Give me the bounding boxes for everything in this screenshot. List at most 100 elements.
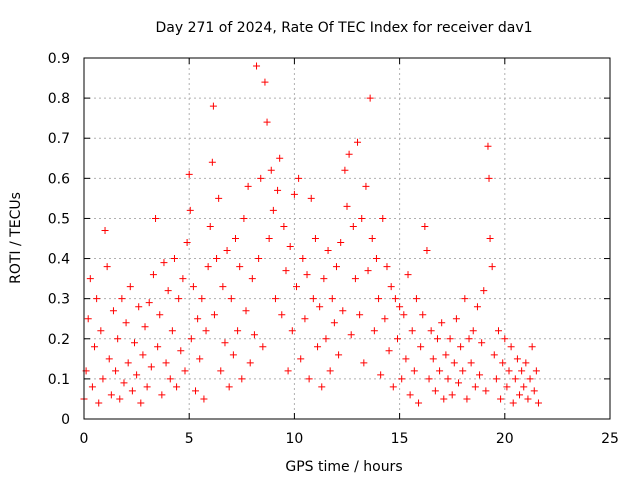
data-point bbox=[499, 359, 507, 367]
data-point bbox=[154, 343, 162, 351]
data-point bbox=[305, 375, 313, 383]
data-point bbox=[349, 222, 357, 230]
data-point bbox=[465, 335, 473, 343]
data-point bbox=[309, 295, 317, 303]
data-point bbox=[147, 363, 155, 371]
data-point bbox=[417, 343, 425, 351]
data-point bbox=[459, 367, 467, 375]
data-point bbox=[303, 271, 311, 279]
data-point bbox=[152, 214, 160, 222]
data-point bbox=[415, 399, 423, 407]
data-point bbox=[145, 299, 153, 307]
data-point bbox=[490, 351, 498, 359]
data-point bbox=[209, 102, 217, 110]
data-point bbox=[210, 311, 218, 319]
data-point bbox=[137, 399, 145, 407]
data-point bbox=[248, 275, 256, 283]
data-point bbox=[175, 295, 183, 303]
data-point bbox=[452, 315, 460, 323]
data-point bbox=[486, 235, 494, 242]
data-point bbox=[267, 166, 275, 174]
data-point bbox=[341, 166, 349, 174]
data-point bbox=[250, 331, 258, 339]
data-point bbox=[534, 399, 542, 407]
data-point bbox=[280, 222, 288, 230]
data-point bbox=[427, 327, 435, 335]
data-point bbox=[128, 387, 136, 395]
data-point bbox=[516, 391, 524, 399]
data-point bbox=[332, 263, 340, 271]
data-point bbox=[408, 327, 416, 335]
data-point bbox=[271, 295, 279, 303]
data-point bbox=[112, 367, 120, 375]
data-point bbox=[114, 335, 122, 343]
y-tick-label: 0.7 bbox=[48, 131, 70, 147]
data-point bbox=[412, 295, 420, 303]
data-point bbox=[278, 311, 286, 319]
data-point bbox=[227, 295, 235, 303]
data-point bbox=[183, 239, 191, 247]
data-point bbox=[463, 395, 471, 403]
y-axis-title: ROTI / TECUs bbox=[8, 192, 24, 284]
data-point bbox=[293, 283, 301, 291]
data-point bbox=[467, 359, 475, 367]
data-point bbox=[187, 335, 195, 343]
data-point bbox=[442, 351, 450, 359]
data-point bbox=[425, 375, 433, 383]
data-points bbox=[80, 62, 542, 407]
data-point bbox=[528, 343, 536, 351]
data-point bbox=[297, 355, 305, 363]
data-point bbox=[179, 275, 187, 283]
data-point bbox=[143, 383, 151, 391]
data-point bbox=[204, 263, 212, 271]
data-point bbox=[406, 391, 414, 399]
data-point bbox=[492, 375, 500, 383]
data-point bbox=[431, 387, 439, 395]
data-point bbox=[522, 359, 530, 367]
data-point bbox=[208, 158, 216, 166]
data-point bbox=[324, 247, 332, 255]
data-point bbox=[261, 78, 269, 86]
data-point bbox=[513, 355, 521, 363]
data-point bbox=[164, 287, 172, 295]
data-point bbox=[84, 315, 92, 323]
data-point bbox=[269, 206, 277, 214]
data-point bbox=[240, 214, 248, 222]
data-point bbox=[253, 62, 261, 70]
data-point bbox=[246, 359, 254, 367]
data-point bbox=[478, 339, 486, 347]
grid-lines bbox=[84, 58, 610, 419]
y-tick-label: 0.6 bbox=[48, 171, 70, 187]
data-point bbox=[379, 214, 387, 222]
y-tick-label: 0.8 bbox=[48, 91, 70, 107]
data-point bbox=[124, 359, 132, 367]
data-point bbox=[186, 206, 194, 214]
data-point bbox=[330, 319, 338, 327]
data-point bbox=[91, 343, 99, 351]
data-point bbox=[234, 327, 242, 335]
data-point bbox=[440, 395, 448, 403]
data-point bbox=[196, 355, 204, 363]
data-point bbox=[450, 359, 458, 367]
data-point bbox=[223, 247, 231, 255]
data-point bbox=[133, 371, 141, 379]
data-point bbox=[221, 339, 229, 347]
data-point bbox=[86, 275, 94, 283]
data-point bbox=[149, 271, 157, 279]
x-axis-title: GPS time / hours bbox=[285, 459, 402, 475]
data-point bbox=[433, 335, 441, 343]
data-point bbox=[225, 383, 233, 391]
data-point bbox=[282, 267, 290, 275]
y-tick-label: 0.3 bbox=[48, 292, 70, 308]
x-tick-label: 15 bbox=[391, 431, 409, 447]
data-point bbox=[173, 383, 181, 391]
data-point bbox=[398, 375, 406, 383]
data-point bbox=[505, 367, 513, 375]
data-point bbox=[423, 247, 431, 255]
data-point bbox=[231, 235, 239, 242]
data-point bbox=[116, 395, 124, 403]
data-point bbox=[482, 387, 490, 395]
data-point bbox=[518, 367, 526, 375]
